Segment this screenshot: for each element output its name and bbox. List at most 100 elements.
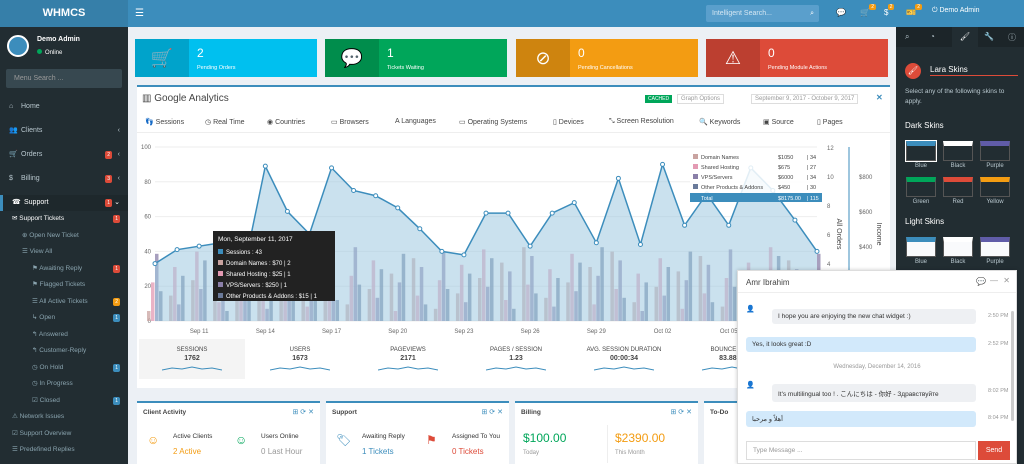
ga-title: ▥ Google Analytics bbox=[142, 93, 229, 104]
sidebar-sub-item[interactable]: ⚑ Awaiting Reply 1 bbox=[32, 264, 120, 273]
menu-toggle-icon[interactable]: ☰ bbox=[135, 8, 144, 19]
ga-tab[interactable]: ◷ Real Time bbox=[205, 119, 245, 126]
skin-swatch[interactable] bbox=[943, 141, 973, 161]
skin-label[interactable]: Blue bbox=[914, 259, 927, 265]
sidebar-sub-item[interactable]: ◷ In Progress bbox=[32, 380, 73, 387]
ga-metric[interactable]: SESSIONS 1762 bbox=[139, 339, 245, 379]
ga-metric[interactable]: USERS 1673 bbox=[247, 339, 353, 379]
skin-label[interactable]: Purple bbox=[986, 163, 1004, 169]
sessions-point bbox=[417, 226, 423, 232]
billing-month-value: $2390.00 bbox=[615, 431, 666, 445]
sidebar-item-home[interactable]: ⌂ Home bbox=[0, 99, 128, 115]
dollar-icon[interactable]: $2 bbox=[884, 4, 895, 17]
sidebar-sub-item[interactable]: ☰ Predefined Replies bbox=[12, 446, 75, 453]
order-bar bbox=[147, 311, 151, 321]
wrench-icon[interactable]: 🔧 bbox=[984, 32, 994, 41]
skin-swatch[interactable] bbox=[906, 237, 936, 257]
bar-chart-icon: ▥ bbox=[142, 93, 152, 104]
skin-label[interactable]: Purple bbox=[986, 259, 1004, 265]
awaiting-reply-value: 1 bbox=[362, 447, 367, 456]
close-icon[interactable]: ✕ bbox=[876, 93, 883, 102]
ga-tab[interactable]: 👣 Sessions bbox=[145, 119, 185, 126]
users-online-value: 0 bbox=[261, 447, 266, 456]
sidebar-sub-item[interactable]: ↳ Open 1 bbox=[32, 314, 120, 322]
skin-swatch[interactable] bbox=[905, 140, 937, 162]
panel-controls-icon[interactable]: ⊞ ⟳ ✕ bbox=[292, 409, 315, 416]
skin-label[interactable]: Black bbox=[950, 259, 966, 265]
ga-tab[interactable]: ▣ Source bbox=[763, 119, 794, 126]
ga-metric[interactable]: PAGEVIEWS 2171 bbox=[355, 339, 461, 379]
ticket-icon[interactable]: 🎫 2 bbox=[906, 4, 922, 17]
y-tick-label: 0 bbox=[148, 319, 152, 325]
ga-tab[interactable]: ▭ Browsers bbox=[331, 119, 369, 126]
sidebar-sub-item[interactable]: ↰ Customer-Reply bbox=[32, 347, 87, 354]
y2-tick-label: 8 bbox=[827, 204, 831, 210]
ga-tab[interactable]: ▯ Devices bbox=[553, 119, 584, 126]
ga-tab[interactable]: ⤡ Screen Resolution bbox=[609, 118, 674, 125]
sessions-point bbox=[527, 243, 533, 249]
skin-swatch[interactable] bbox=[943, 177, 973, 197]
dashboard-icon[interactable]: ◔ bbox=[930, 32, 935, 41]
sidebar-sub-item[interactable]: ⊕ Open New Ticket bbox=[22, 231, 79, 239]
ga-metric[interactable]: AVG. SESSION DURATION 00:00:34 bbox=[571, 339, 677, 379]
skin-swatch[interactable] bbox=[980, 141, 1010, 161]
comments-icon[interactable]: 💬 bbox=[976, 277, 986, 286]
panel-title: Support bbox=[332, 409, 357, 416]
skin-label[interactable]: Green bbox=[912, 199, 930, 205]
chat-message-input[interactable]: Type Message ... bbox=[746, 441, 976, 460]
skin-swatch[interactable] bbox=[906, 177, 936, 197]
pending-cancellations-box[interactable]: ⊘ 0 Pending Cancellations bbox=[516, 39, 698, 77]
intelligent-search-input[interactable]: Intelligent Search... ⌕ bbox=[706, 5, 819, 22]
tickets-waiting-box[interactable]: 💬 1 Tickets Waiting bbox=[325, 39, 507, 77]
panel-controls-icon[interactable]: ⊞ ⟳ ✕ bbox=[481, 409, 504, 416]
sidebar-sub-item[interactable]: ☑ Closed 1 bbox=[32, 396, 120, 405]
info-icon[interactable]: ⓘ bbox=[1008, 33, 1016, 42]
brush-icon[interactable]: 🖌 bbox=[952, 27, 978, 47]
sidebar-item-orders[interactable]: 🛒 Orders 2 ‹ bbox=[0, 147, 128, 163]
menu-item-icon: ⊕ bbox=[22, 231, 30, 239]
skin-label[interactable]: Red bbox=[952, 199, 964, 205]
date-range-button[interactable]: September 9, 2017 - October 9, 2017 bbox=[751, 94, 859, 104]
send-button[interactable]: Send bbox=[978, 441, 1010, 460]
ga-tab[interactable]: A Languages bbox=[395, 118, 436, 125]
sidebar-item-billing[interactable]: $ Billing 3 ‹ bbox=[0, 171, 128, 187]
ga-metric[interactable]: PAGES / SESSION 1.23 bbox=[463, 339, 569, 379]
search-icon[interactable]: ⌕ bbox=[905, 32, 910, 41]
app-logo[interactable]: WHMCS bbox=[0, 0, 128, 27]
menu-item-icon: ◷ bbox=[32, 380, 40, 387]
pending-orders-box[interactable]: 🛒 2 Pending Orders bbox=[135, 39, 317, 77]
tooltip-swatch bbox=[218, 271, 223, 276]
sidebar-item-clients[interactable]: 👥 Clients ‹ bbox=[0, 123, 128, 139]
skin-swatch[interactable] bbox=[980, 177, 1010, 197]
skin-swatch[interactable] bbox=[980, 237, 1010, 257]
sidebar-sub-item[interactable]: ☰ All Active Tickets 2 bbox=[32, 297, 120, 306]
skin-swatch[interactable] bbox=[943, 237, 973, 257]
legend-count: | 34 bbox=[807, 155, 816, 161]
sidebar-sub-item[interactable]: ⚑ Flagged Tickets bbox=[32, 281, 86, 288]
chat-scrollbar[interactable] bbox=[1011, 311, 1014, 421]
sidebar-item-support[interactable]: ☎ Support 1 ⌄ bbox=[0, 195, 128, 211]
sidebar-sub-item[interactable]: ☰ View All bbox=[22, 248, 53, 255]
minimize-icon[interactable]: — bbox=[990, 276, 998, 285]
ga-tab[interactable]: ▯ Pages bbox=[817, 119, 843, 126]
cart-icon[interactable]: 🛒 2 bbox=[860, 4, 876, 17]
ga-tab[interactable]: 🔍 Keywords bbox=[699, 119, 741, 126]
skin-label[interactable]: Yellow bbox=[986, 199, 1004, 205]
sidebar-sub-item[interactable]: ☑ Support Overview bbox=[12, 429, 72, 437]
top-user-menu[interactable]: ⏻ Demo Admin bbox=[932, 7, 980, 14]
sidebar-sub-item[interactable]: ✉ Support Tickets 1 bbox=[12, 215, 120, 223]
sidebar-sub-item[interactable]: ◷ On Hold 1 bbox=[32, 363, 120, 372]
graph-options-button[interactable]: Graph Options bbox=[677, 94, 725, 104]
skin-label[interactable]: Black bbox=[950, 163, 966, 169]
ga-tab[interactable]: ▭ Operating Systems bbox=[459, 119, 528, 126]
sidebar-sub-item[interactable]: ⚠ Network Issues bbox=[12, 413, 65, 420]
pending-module-actions-box[interactable]: ⚠ 0 Pending Module Actions bbox=[706, 39, 888, 77]
chat-icon[interactable]: 💬 bbox=[836, 8, 846, 17]
close-icon[interactable]: ✕ bbox=[1003, 276, 1010, 285]
panel-controls-icon[interactable]: ⊞ ⟳ ✕ bbox=[670, 409, 693, 416]
menu-search-input[interactable]: Menu Search ... bbox=[6, 69, 122, 88]
ga-tab[interactable]: ◉ Countries bbox=[267, 119, 306, 126]
sidebar-sub-item[interactable]: ↰ Answered bbox=[32, 330, 68, 338]
search-icon[interactable]: ⌕ bbox=[810, 10, 814, 17]
skin-label[interactable]: Blue bbox=[914, 163, 927, 169]
